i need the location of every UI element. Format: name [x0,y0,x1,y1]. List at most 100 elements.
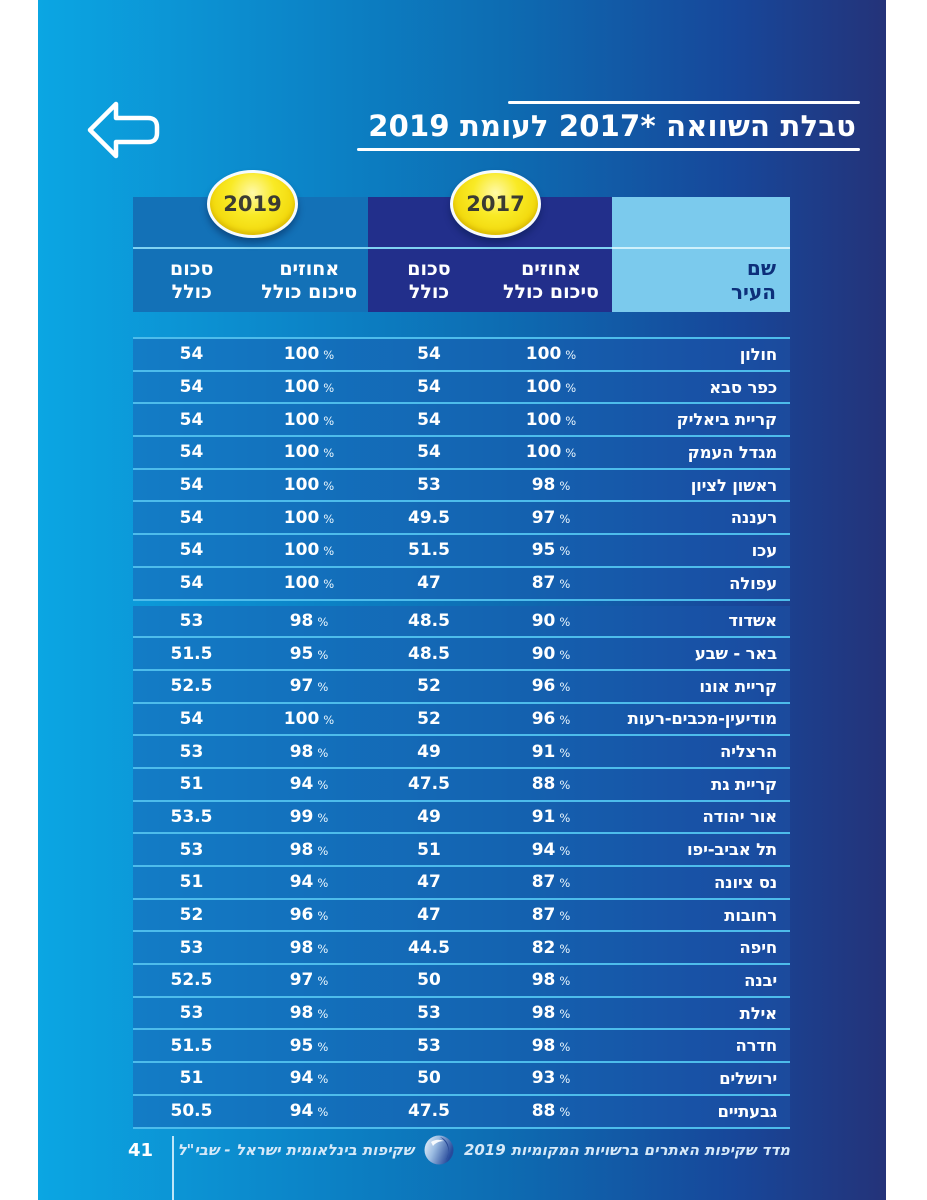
percent-2017-cell: 90% [531,643,571,664]
comparison-table: 2019 2017 שם העיר אחוזים ס [133,170,790,1129]
city-name-cell: חולון [739,344,778,364]
percent-2019-cell: 95% [289,1035,329,1056]
total-2019-cell: 54 [179,442,204,463]
page-title: טבלת השוואה *2017 לעומת 2019 [368,109,856,143]
percent-2017-cell: 98% [531,1003,571,1024]
city-name-cell: חיפה [739,938,777,958]
table-row: עפולה 87% 47 100% 54 [133,567,790,601]
city-name-cell: מגדל העמק [687,442,778,462]
total-2017-cell: 54 [417,344,441,365]
city-name-cell: כפר סבא [709,377,777,397]
total-2019-cell: 54 [179,409,204,430]
percent-2019-cell: 96% [289,905,329,926]
total-2019-cell: 54 [179,344,204,365]
title-rule-bottom [357,147,860,151]
total-2019-cell: 51.5 [170,643,213,664]
total-2017-cell: 47.5 [408,774,450,795]
table-row: נס ציונה 87% 47 94% 51 [133,867,790,900]
back-button[interactable] [85,92,165,168]
percent-2017-cell: 98% [531,970,571,991]
percent-2019-cell: 97% [289,676,329,697]
percent-2019-cell: 100% [283,507,335,528]
footer-org-name: שקיפות בינלאומית ישראל - שבי"ל [177,1141,414,1159]
table-row: גבעתיים 88% 47.5 94% 50.5 [133,1095,790,1129]
city-name-cell: עפולה [729,573,777,593]
total-2017-cell: 49 [417,806,441,827]
percent-2017-cell: 98% [531,1035,571,1056]
percent-2019-cell: 100% [283,475,335,496]
percent-column-header-2019: אחוזים סיכום כולל [261,258,358,303]
table-row: רעננה 97% 49.5 100% 54 [133,502,790,536]
table-row: רחובות 87% 47 96% 52 [133,899,790,933]
total-2019-cell: 52 [179,905,204,926]
table-row: אילת 98% 53 98% 53 [133,997,790,1031]
percent-column-header-2017: אחוזים סיכום כולל [503,258,599,303]
badge-2017-label: 2017 [466,192,525,216]
total-column-header-2017: סכום כולל [407,258,451,303]
total-2017-cell: 47 [417,905,441,926]
total-2017-cell: 47 [417,573,441,594]
percent-2019-cell: 97% [289,970,329,991]
city-header-section: שם העיר [612,197,790,312]
total-2017-cell: 52 [417,676,441,697]
table-row: יבנה 98% 50 97% 52.5 [133,965,790,998]
city-name-cell: אור יהודה [702,807,778,827]
table-row: עכו 95% 51.5 100% 54 [133,535,790,568]
table-row: מודיעין-מכבים-רעות 96% 52 100% 54 [133,703,790,737]
percent-2017-cell: 95% [531,540,571,561]
table-row: ראשון לציון 98% 53 100% 54 [133,469,790,503]
total-2017-cell: 52 [417,708,441,729]
total-2019-cell: 54 [179,708,204,729]
percent-2019-cell: 98% [289,1003,329,1024]
percent-2017-cell: 94% [531,839,571,860]
city-name-cell: באר - שבע [694,644,777,664]
total-2019-cell: 51 [179,1068,204,1089]
table-row: חיפה 82% 44.5 98% 53 [133,932,790,966]
total-2019-cell: 53 [179,610,204,631]
city-name-cell: ירושלים [719,1068,777,1088]
total-2019-cell: 53 [179,937,204,958]
total-2017-cell: 53 [417,475,441,496]
header-section-2017: אחוזים סיכום כולל סכום כולל [368,197,612,312]
percent-2019-cell: 94% [289,774,329,795]
total-2017-cell: 53 [417,1035,441,1056]
total-column-header-2019: סכום כולל [170,258,214,303]
city-name-cell: אשדוד [728,611,777,631]
total-2017-cell: 54 [417,442,441,463]
percent-2019-cell: 98% [289,610,329,631]
percent-2019-cell: 98% [289,839,329,860]
table-row: ירושלים 93% 50 94% 51 [133,1063,790,1096]
percent-2017-cell: 96% [531,676,571,697]
total-2017-cell: 49.5 [408,507,450,528]
city-name-cell: הרצליה [719,742,777,762]
total-2019-cell: 51 [179,872,204,893]
percent-2017-cell: 82% [531,937,571,958]
total-2017-cell: 50 [417,970,441,991]
table-row: חדרה 98% 53 95% 51.5 [133,1030,790,1064]
table-row: קריית ביאליק 100% 54 100% 54 [133,404,790,438]
city-name-cell: נס ציונה [714,872,777,892]
table-row: חולון 100% 54 100% 54 [133,339,790,372]
total-2017-cell: 50 [417,1068,441,1089]
percent-2017-cell: 98% [531,475,571,496]
footer-index-title: מדד שקיפות האתרים ברשויות המקומיות 2019 [463,1141,790,1159]
total-2019-cell: 54 [179,540,204,561]
table-row: באר - שבע 90% 48.5 95% 51.5 [133,638,790,671]
percent-2017-cell: 91% [531,741,571,762]
total-2017-cell: 53 [417,1003,441,1024]
percent-2017-cell: 87% [531,905,571,926]
city-name-cell: רחובות [724,905,777,925]
footer: מדד שקיפות האתרים ברשויות המקומיות 2019 … [38,1133,886,1167]
percent-2019-cell: 98% [289,741,329,762]
total-2019-cell: 53 [179,1003,204,1024]
percent-2017-cell: 96% [531,708,571,729]
total-2019-cell: 53.5 [170,806,213,827]
total-2019-cell: 54 [179,377,204,398]
percent-2017-cell: 87% [531,872,571,893]
percent-2019-cell: 95% [289,643,329,664]
table-row: כפר סבא 100% 54 100% 54 [133,371,790,405]
total-2019-cell: 54 [179,507,204,528]
year-badge-2019: 2019 [207,170,298,238]
total-2017-cell: 49 [417,741,441,762]
total-2017-cell: 48.5 [408,610,450,631]
